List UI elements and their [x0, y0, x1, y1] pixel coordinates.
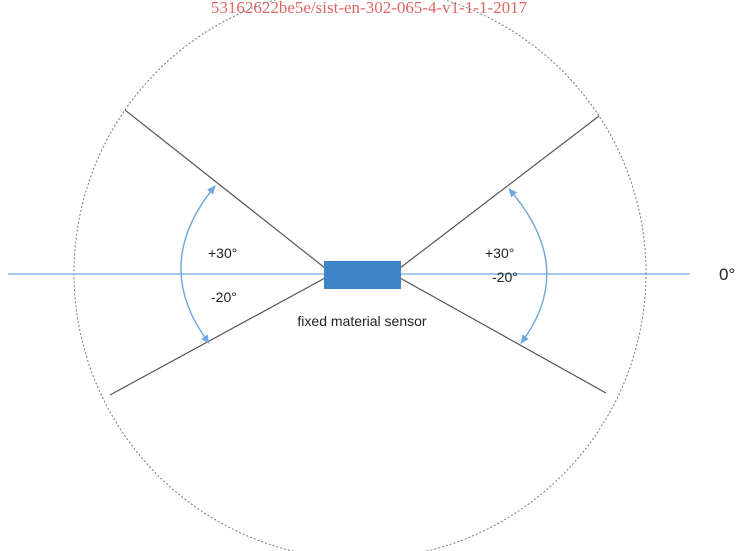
- right-upper-angle-label: +30°: [485, 245, 514, 261]
- zero-degree-label: 0°: [719, 265, 735, 284]
- right-lower-limit-line: [399, 277, 607, 394]
- left-lower-angle-label: -20°: [211, 289, 237, 305]
- watermark-text: 53162622be5e/sist-en-302-065-4-v1-1-1-20…: [211, 0, 528, 17]
- right-angle-arrow: [508, 188, 548, 344]
- sensor-block: [324, 261, 401, 289]
- left-upper-angle-label: +30°: [208, 245, 237, 261]
- right-lower-angle-label: -20°: [492, 269, 518, 285]
- left-lower-limit-line: [109, 277, 326, 396]
- sensor-label: fixed material sensor: [297, 313, 427, 329]
- right-upper-limit-line: [399, 115, 600, 269]
- left-upper-limit-line: [124, 109, 326, 269]
- boundary-circle: [73, 0, 647, 551]
- left-angle-arrow: [180, 185, 216, 344]
